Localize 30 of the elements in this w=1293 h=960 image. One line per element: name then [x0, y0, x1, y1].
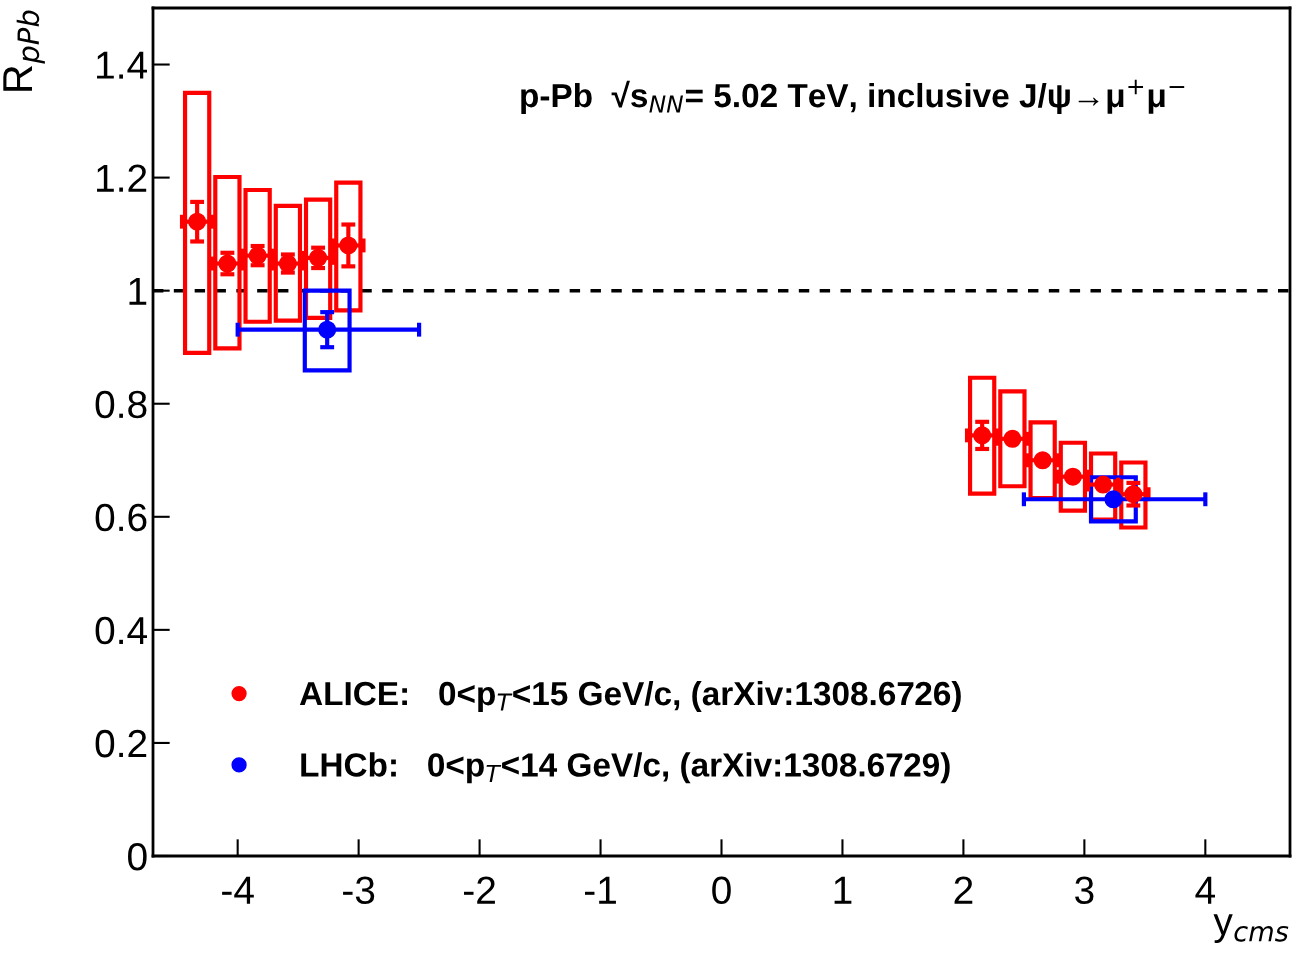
point	[218, 254, 237, 273]
x-tick-label: 3	[1075, 876, 1094, 905]
y-tick-label: 0.6	[95, 503, 147, 532]
y-tick-label: 1.4	[97, 51, 148, 79]
point	[1003, 429, 1022, 448]
point	[188, 212, 207, 231]
x-tick-label: 4	[1195, 876, 1216, 904]
x-tick-label: -3	[343, 876, 375, 905]
x-tick-label: -1	[584, 876, 616, 904]
point	[973, 426, 992, 445]
x-tick-label: 2	[954, 876, 973, 904]
x-tick-label: -2	[464, 876, 495, 904]
y-tick-label: 0.4	[95, 616, 148, 645]
y-tick-label: 0.8	[95, 390, 147, 419]
y-tick-label: 1.2	[97, 164, 147, 192]
legend-label: ALICE: 0<p$_{T}$<15 GeV/c, (arXiv:1308.6726)	[299, 680, 961, 713]
point	[318, 320, 337, 339]
y-tick-label: 1	[129, 278, 147, 305]
point	[1033, 451, 1052, 470]
point	[309, 248, 328, 267]
y-tick-label: 0	[128, 842, 147, 871]
x-axis-title: y$_{cms}$	[1213, 914, 1289, 943]
y-axis-title: R$_{pPb}$	[3, 10, 45, 91]
x-tick-label: 1	[834, 876, 852, 904]
x-tick-label: 0	[712, 876, 731, 905]
y-tick-label: 0.2	[95, 729, 147, 758]
text: p-Pb √s$_{NN}$= 5.02 TeV, inclusive J/ψ→μ$^{+}$μ$^{−}$	[521, 79, 1185, 115]
legend-label: LHCb: 0<p$_{T}$<14 GeV/c, (arXiv:1308.6729)	[301, 752, 950, 784]
point	[339, 236, 358, 255]
x-tick-label: -4	[222, 876, 254, 904]
